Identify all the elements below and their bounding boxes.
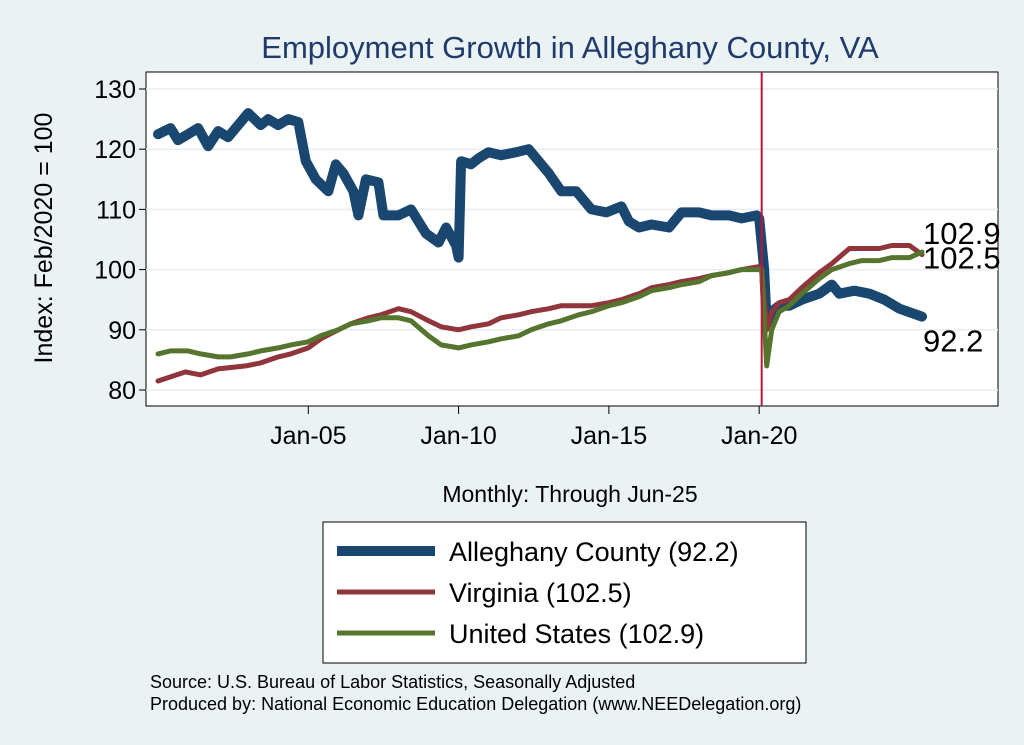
legend-label-virginia: Virginia (102.5) bbox=[449, 578, 632, 608]
series-line-2 bbox=[155, 249, 925, 369]
y-tick-label: 110 bbox=[96, 196, 136, 224]
y-tick-label: 80 bbox=[108, 377, 136, 405]
legend-label-united-states: United States (102.9) bbox=[449, 619, 704, 649]
producer-note: Produced by: National Economic Education… bbox=[150, 694, 801, 714]
legend-label-alleghany: Alleghany County (92.2) bbox=[449, 537, 739, 567]
source-note: Source: U.S. Bureau of Labor Statistics,… bbox=[150, 672, 635, 692]
x-tick-label: Jan-10 bbox=[420, 422, 496, 450]
y-tick-label: 130 bbox=[94, 76, 136, 104]
x-axis: Jan-05 Jan-10 Jan-15 Jan-20 bbox=[270, 406, 797, 450]
chart-title: Employment Growth in Alleghany County, V… bbox=[261, 30, 879, 65]
y-tick-label: 120 bbox=[94, 136, 136, 164]
x-axis-label: Monthly: Through Jun-25 bbox=[442, 481, 697, 507]
y-tick-label: 100 bbox=[94, 257, 136, 285]
series-lines bbox=[153, 108, 927, 384]
end-label-0: 92.2 bbox=[923, 324, 983, 359]
end-label-1: 102.5 bbox=[923, 241, 1001, 276]
series-line-1 bbox=[155, 243, 925, 384]
x-tick-label: Jan-15 bbox=[571, 422, 647, 450]
y-tick-label: 90 bbox=[108, 317, 136, 345]
plot-area bbox=[145, 71, 999, 407]
legend: Alleghany County (92.2) Virginia (102.5)… bbox=[322, 521, 807, 664]
x-tick-label: Jan-05 bbox=[270, 422, 346, 450]
y-axis-label: Index: Feb/2020 = 100 bbox=[30, 113, 58, 364]
x-tick-label: Jan-20 bbox=[721, 422, 797, 450]
end-label-2: 102.9 bbox=[923, 216, 1001, 251]
grid bbox=[146, 88, 998, 391]
y-axis: 80 90 100 110 120 130 bbox=[94, 76, 146, 405]
